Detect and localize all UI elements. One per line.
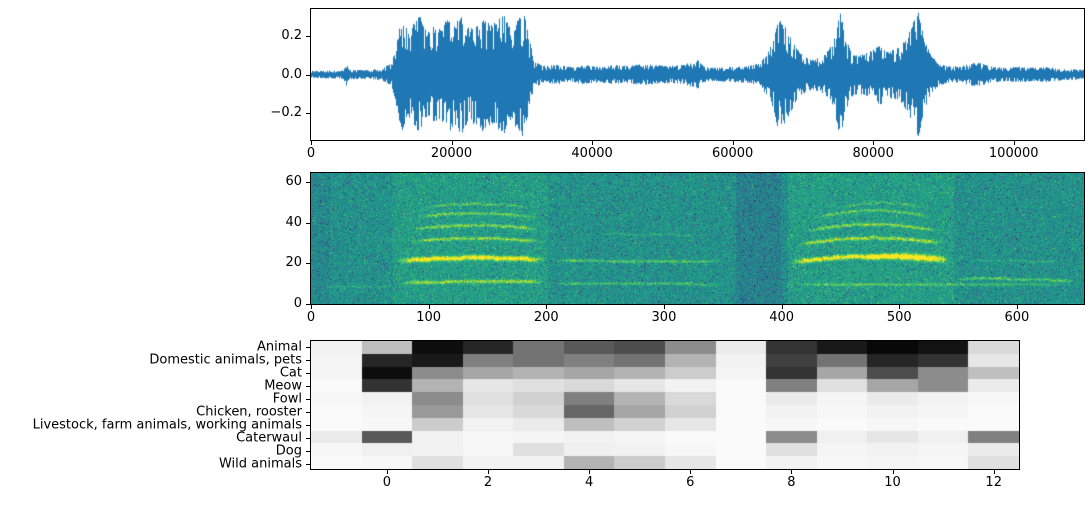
category-label: Animal bbox=[257, 339, 302, 354]
x-tick-label: 20000 bbox=[430, 146, 473, 161]
y-tick-label: 20 bbox=[285, 255, 302, 271]
x-tick-label: 60000 bbox=[711, 146, 754, 161]
x-tick-label: 100 bbox=[416, 310, 442, 325]
x-tick-label: 300 bbox=[651, 310, 677, 325]
x-tick-label: 100000 bbox=[988, 146, 1039, 161]
y-tick-mark bbox=[306, 359, 310, 361]
y-tick-label: 0 bbox=[293, 295, 302, 311]
x-tick-mark bbox=[873, 141, 875, 145]
x-tick-label: 2 bbox=[483, 475, 493, 490]
x-tick-mark bbox=[663, 305, 665, 309]
category-label: Chicken, rooster bbox=[196, 404, 302, 419]
y-tick-label: −0.2 bbox=[270, 104, 302, 120]
category-label: Cat bbox=[279, 365, 302, 380]
x-tick-mark bbox=[386, 470, 388, 474]
x-tick-mark bbox=[690, 470, 692, 474]
x-tick-label: 0 bbox=[382, 475, 391, 490]
y-tick-label: 0.2 bbox=[281, 27, 302, 43]
x-tick-mark bbox=[892, 470, 894, 474]
x-tick-mark bbox=[488, 470, 489, 474]
waveform-axes bbox=[310, 8, 1085, 141]
classifier-heatmap-canvas bbox=[311, 341, 1019, 469]
y-tick-mark bbox=[306, 182, 310, 184]
y-tick-mark bbox=[306, 222, 310, 224]
spectrogram-axes bbox=[310, 172, 1085, 305]
y-tick-mark bbox=[306, 113, 310, 115]
y-tick-mark bbox=[306, 304, 310, 305]
x-tick-mark bbox=[311, 305, 312, 309]
category-label: Dog bbox=[275, 443, 302, 458]
y-tick-label: 60 bbox=[285, 173, 302, 189]
y-tick-mark bbox=[306, 346, 310, 348]
x-tick-label: 600 bbox=[1004, 310, 1030, 325]
x-tick-label: 80000 bbox=[852, 146, 894, 161]
y-tick-mark bbox=[306, 437, 310, 439]
y-tick-label: 0.0 bbox=[281, 66, 302, 82]
y-tick-mark bbox=[306, 74, 310, 76]
y-tick-label: 40 bbox=[285, 214, 302, 230]
y-tick-mark bbox=[306, 450, 310, 452]
y-tick-mark bbox=[306, 411, 310, 413]
category-label: Domestic animals, pets bbox=[149, 352, 302, 367]
spectrogram-plot-canvas bbox=[311, 173, 1084, 304]
x-tick-label: 10 bbox=[884, 475, 901, 490]
x-tick-mark bbox=[451, 141, 453, 145]
x-tick-label: 0 bbox=[306, 310, 316, 325]
x-tick-mark bbox=[781, 305, 783, 309]
x-tick-mark bbox=[1013, 141, 1015, 145]
y-tick-mark bbox=[306, 424, 310, 426]
classifier-heatmap-axes bbox=[310, 340, 1020, 470]
x-tick-label: 500 bbox=[886, 310, 912, 325]
y-tick-mark bbox=[306, 385, 310, 387]
y-tick-mark bbox=[306, 35, 310, 37]
waveform-plot-canvas bbox=[311, 9, 1084, 140]
category-label: Livestock, farm animals, working animals bbox=[32, 417, 302, 432]
x-tick-label: 8 bbox=[787, 475, 796, 490]
x-tick-mark bbox=[732, 141, 734, 145]
y-tick-mark bbox=[306, 263, 310, 265]
x-tick-label: 40000 bbox=[571, 146, 613, 161]
category-label: Meow bbox=[264, 378, 302, 393]
y-tick-mark bbox=[306, 463, 310, 465]
x-tick-mark bbox=[592, 141, 594, 145]
x-tick-label: 200 bbox=[533, 310, 559, 325]
x-tick-label: 12 bbox=[985, 475, 1002, 490]
x-tick-label: 400 bbox=[769, 310, 795, 325]
y-tick-mark bbox=[306, 372, 310, 374]
x-tick-mark bbox=[791, 470, 793, 474]
x-tick-label: 6 bbox=[686, 475, 695, 490]
x-tick-mark bbox=[428, 305, 430, 309]
x-tick-mark bbox=[1016, 305, 1018, 309]
x-tick-mark bbox=[311, 141, 312, 145]
x-tick-mark bbox=[589, 470, 591, 474]
category-label: Caterwaul bbox=[236, 430, 302, 445]
x-tick-label: 4 bbox=[585, 475, 594, 490]
category-label: Fowl bbox=[272, 391, 302, 406]
x-tick-mark bbox=[899, 305, 901, 309]
x-tick-label: 0 bbox=[306, 146, 316, 161]
x-tick-mark bbox=[546, 305, 548, 309]
category-label: Wild animals bbox=[218, 456, 302, 471]
y-tick-mark bbox=[306, 398, 310, 400]
x-tick-mark bbox=[993, 470, 995, 474]
